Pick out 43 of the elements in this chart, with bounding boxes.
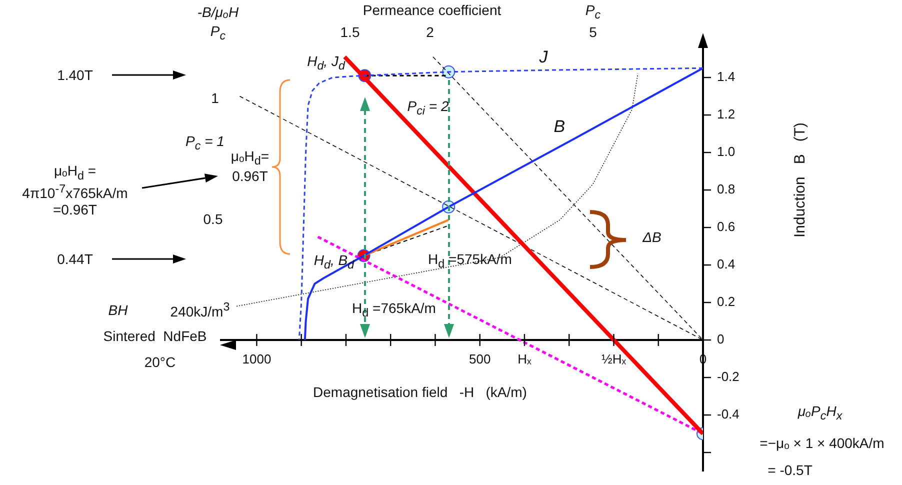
text: -B/μₒH [197,4,239,20]
y-tick-label: 0.8 [717,182,736,197]
annotation: 2 [426,24,434,40]
y-tick-label: 1.0 [717,144,736,160]
y-tick-label: 1.2 [717,106,736,122]
x-axis-title: Demagnetisation field -H (kA/m) [313,384,527,400]
text: 0.44T [57,250,93,268]
text: Permeance coefficient [362,2,502,18]
y-tick-label: 0.4 [717,256,736,272]
annotation: 5 [589,24,597,40]
annotation: P$_{ci}$ = 2 [407,98,449,118]
annotation: P$_{c}$ = 1 [186,132,224,154]
annotation: P$_{c}$ [210,22,226,44]
text: 1.40T [57,66,93,84]
x-tick-label: 500 [469,351,491,366]
annotation: ΔB [642,228,662,246]
text: BH [108,302,128,318]
y-tick-label: -0.2 [717,369,740,384]
text: 1 [211,90,219,106]
text: μₒP$_{c}$H$_{x}$ [798,402,842,424]
y-axis-title: Induction B (T) [791,122,809,238]
y-tick-label: 0.6 [717,219,736,234]
text: = -0.5T [768,462,812,478]
text: μₒH$_{d}$ = 4π10$^{-7}$x765kA/m =0.96T [22,162,128,218]
x-tick-label: Hₓ [518,351,532,366]
annotation: 0.5 [203,210,223,228]
x-tick-label: 1000 [242,351,272,366]
y-tick-label: -0.4 [717,406,740,422]
text: 20°C [144,354,176,370]
annotation: 240kJ/m$^{3}$ [170,300,230,320]
text: Sintered NdFeB [103,328,207,344]
text: P$_{c}$ [585,2,601,22]
y-tick-label: 0 [717,332,724,347]
annotation: H$_{d}$, J$_{d}$ [307,52,345,74]
annotation: 1.5 [340,24,360,40]
y-tick-label: 1.4 [717,69,736,84]
annotation: μₒH$_{d}$= 0.96T [230,148,270,184]
series-label: J [538,48,548,67]
annotation: H$_{d}$ =765kA/m [352,300,436,320]
text: =−μₒ × 1 × 400kA/m [760,434,884,452]
x-tick-label: ½Hₓ [601,351,627,366]
series-label: B [554,117,566,136]
y-tick-label: 0.2 [717,294,736,310]
